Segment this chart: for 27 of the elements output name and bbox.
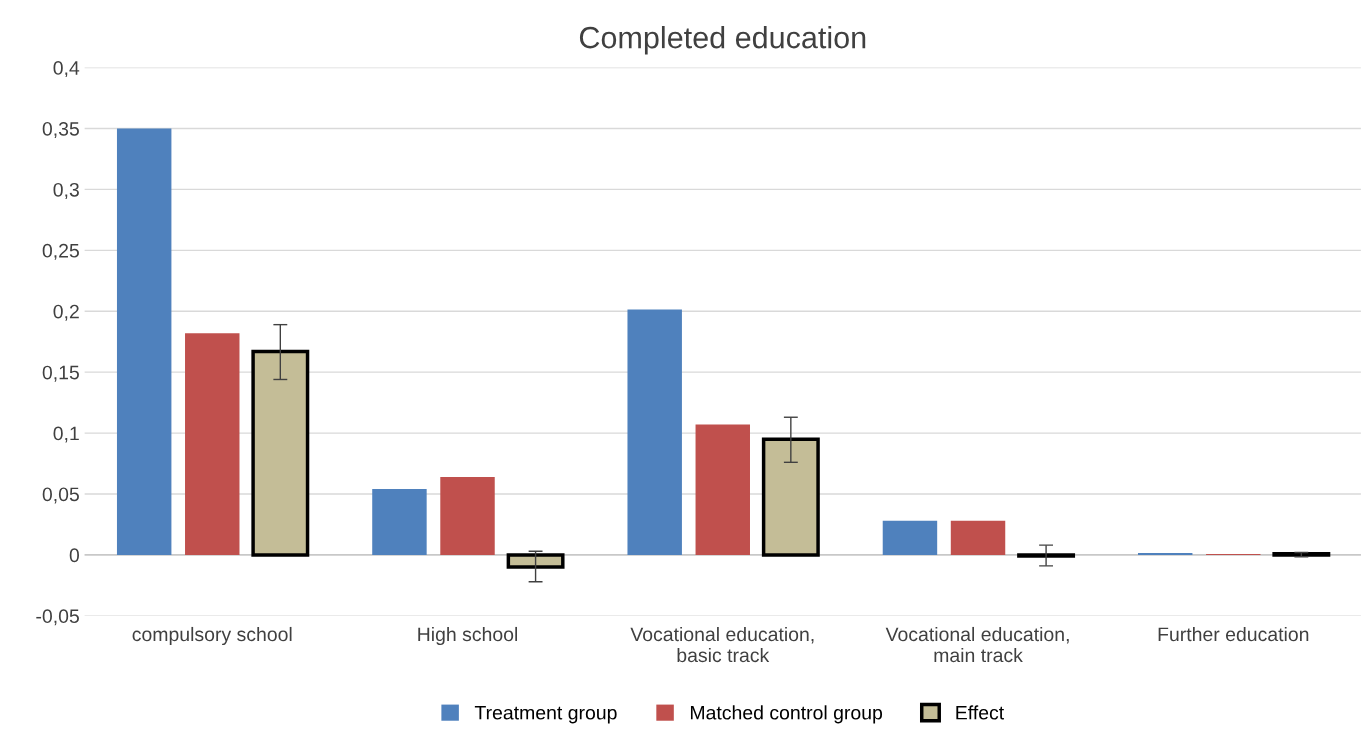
bar (440, 476, 495, 555)
x-tick-label: Further education (1158, 626, 1309, 642)
y-tick-label: 0,35 (42, 121, 79, 139)
bar (695, 424, 750, 555)
y-tick-label: 0,05 (42, 487, 79, 504)
y-tick-label: 0,4 (53, 61, 80, 78)
y-tick-label: 0,3 (53, 182, 79, 199)
y-tick-label: 0 (69, 548, 80, 563)
legend-label: Matched control group (690, 705, 883, 724)
y-tick-label: 0,15 (42, 365, 79, 382)
bar (185, 333, 240, 555)
y-tick-label: 0,25 (42, 243, 79, 260)
bar (950, 520, 1006, 555)
legend-label: Effect (956, 705, 1005, 720)
legend-label: Treatment group (474, 705, 617, 724)
bar (372, 489, 427, 555)
x-tick-label: compulsory school (132, 626, 292, 646)
x-tick-label: Vocational education, basic track (630, 626, 814, 663)
x-tick-label: High school (418, 626, 518, 646)
chart-title: Completed education (579, 26, 866, 55)
y-tick-label: -0,05 (36, 609, 79, 626)
bar (627, 309, 682, 555)
bar (116, 128, 172, 555)
y-tick-label: 0,2 (53, 304, 79, 321)
x-tick-label: Vocational education, main track (885, 626, 1069, 663)
bar (882, 520, 938, 555)
y-tick-label: 0,1 (53, 426, 79, 443)
